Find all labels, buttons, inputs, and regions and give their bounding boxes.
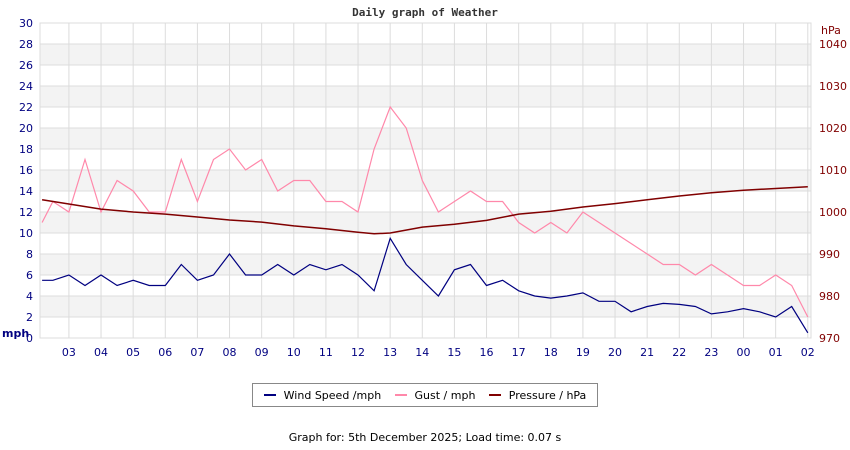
right-tick-label: 1000: [819, 206, 847, 219]
right-axis-unit: hPa: [821, 24, 841, 37]
series-line-pressure: [41, 186, 808, 235]
grid-band: [40, 86, 811, 107]
right-tick-label: 1040: [819, 38, 847, 51]
right-tick-label: 980: [819, 290, 840, 303]
left-tick-label: 2: [26, 311, 33, 324]
x-tick-label: 04: [94, 346, 108, 359]
grid-band: [40, 212, 811, 233]
legend-swatch: [488, 394, 501, 396]
legend-item-pressure: Pressure / hPa: [488, 388, 587, 402]
left-tick-label: 24: [19, 80, 33, 93]
x-tick-label: 05: [126, 346, 140, 359]
x-tick-label: 11: [319, 346, 333, 359]
series-line-wind: [42, 236, 809, 334]
x-tick-label: 08: [223, 346, 237, 359]
grid-band: [40, 128, 811, 149]
x-tick-label: 12: [351, 346, 365, 359]
left-tick-label: 28: [19, 38, 33, 51]
left-axis-unit: mph: [2, 327, 29, 340]
right-tick-label: 990: [819, 248, 840, 261]
x-tick-label: 07: [190, 346, 204, 359]
right-tick-label: 1020: [819, 122, 847, 135]
x-tick-label: 02: [801, 346, 815, 359]
legend-item-wind: Wind Speed /mph: [263, 388, 382, 402]
left-tick-label: 0: [26, 332, 33, 345]
x-tick-label: 15: [447, 346, 461, 359]
x-tick-label: 10: [287, 346, 301, 359]
plot-border: [39, 22, 812, 339]
right-tick-label: 1030: [819, 80, 847, 93]
left-tick-label: 26: [19, 59, 33, 72]
right-tick-label: 1010: [819, 164, 847, 177]
x-tick-label: 18: [544, 346, 558, 359]
legend-label: Wind Speed /mph: [283, 388, 382, 402]
x-tick-label: 09: [255, 346, 269, 359]
x-tick-label: 16: [480, 346, 494, 359]
grid-band: [40, 170, 811, 191]
x-tick-label: 14: [415, 346, 429, 359]
left-tick-label: 4: [26, 290, 33, 303]
x-tick-label: 22: [672, 346, 686, 359]
legend-swatch: [394, 394, 407, 396]
x-tick-label: 19: [576, 346, 590, 359]
legend-label: Gust / mph: [414, 388, 476, 402]
legend-swatch: [263, 394, 276, 396]
chart-plot: 0246810121416182022242628309709809901000…: [2, 17, 847, 359]
right-tick-label: 970: [819, 332, 840, 345]
left-tick-label: 12: [19, 206, 33, 219]
left-tick-label: 14: [19, 185, 33, 198]
x-tick-label: 03: [62, 346, 76, 359]
footer-status: Graph for: 5th December 2025; Load time:…: [288, 431, 562, 444]
series-line-gust: [41, 105, 809, 318]
left-tick-label: 6: [26, 269, 33, 282]
left-tick-label: 22: [19, 101, 33, 114]
x-tick-label: 01: [769, 346, 783, 359]
grid-band: [40, 296, 811, 317]
x-tick-label: 21: [640, 346, 654, 359]
left-tick-label: 10: [19, 227, 33, 240]
x-tick-label: 06: [158, 346, 172, 359]
x-tick-label: 00: [737, 346, 751, 359]
left-tick-label: 20: [19, 122, 33, 135]
grid-band: [40, 44, 811, 65]
legend: Wind Speed /mph Gust / mph Pressure / hP…: [252, 383, 598, 407]
x-tick-label: 17: [512, 346, 526, 359]
legend-label: Pressure / hPa: [508, 388, 587, 402]
left-tick-label: 16: [19, 164, 33, 177]
x-tick-label: 23: [704, 346, 718, 359]
legend-item-gust: Gust / mph: [394, 388, 476, 402]
left-tick-label: 8: [26, 248, 33, 261]
chart-title: Daily graph of Weather: [352, 6, 498, 19]
x-tick-label: 13: [383, 346, 397, 359]
left-tick-label: 18: [19, 143, 33, 156]
x-tick-label: 20: [608, 346, 622, 359]
left-tick-label: 30: [19, 17, 33, 30]
grid-band: [40, 254, 811, 275]
